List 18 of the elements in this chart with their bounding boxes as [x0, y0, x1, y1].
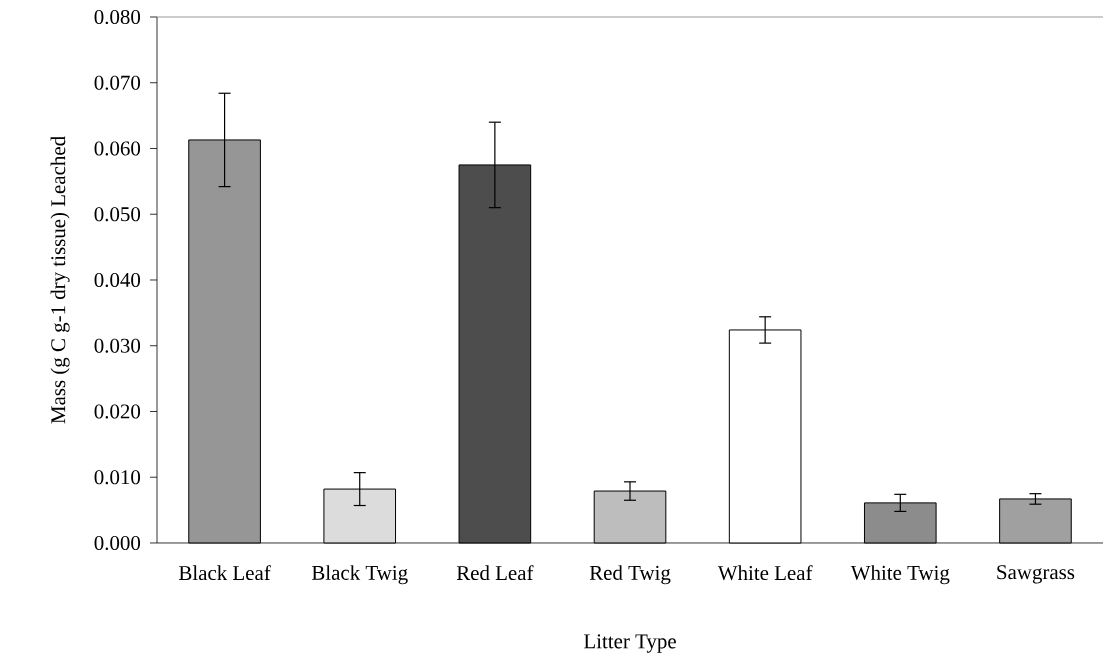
y-tick-label: 0.000	[94, 535, 141, 551]
y-tick-label: 0.080	[94, 9, 141, 25]
x-tick-label: Red Twig	[589, 565, 671, 585]
y-tick-label: 0.060	[94, 141, 141, 156]
x-tick-label: White Twig	[850, 565, 950, 585]
y-tick-label: 0.020	[94, 404, 141, 419]
y-tick-label: 0.030	[94, 338, 141, 353]
x-tick-label: Black Leaf	[179, 565, 271, 581]
x-axis-title: Litter Type	[584, 634, 676, 653]
x-tick-label: White Leaf	[717, 565, 813, 581]
y-axis-title: Mass (g C g-1 dry tissue) Leached	[50, 136, 70, 424]
y-tick-label: 0.070	[94, 75, 141, 90]
x-tick-label: Red Leaf	[456, 565, 534, 581]
x-tick-label: Sawgrass	[997, 565, 1075, 584]
y-tick-label: 0.010	[94, 470, 141, 485]
x-tick-label: Black Twig	[311, 565, 408, 585]
y-tick-label: 0.050	[94, 207, 141, 222]
y-tick-label: 0.040	[94, 272, 141, 288]
